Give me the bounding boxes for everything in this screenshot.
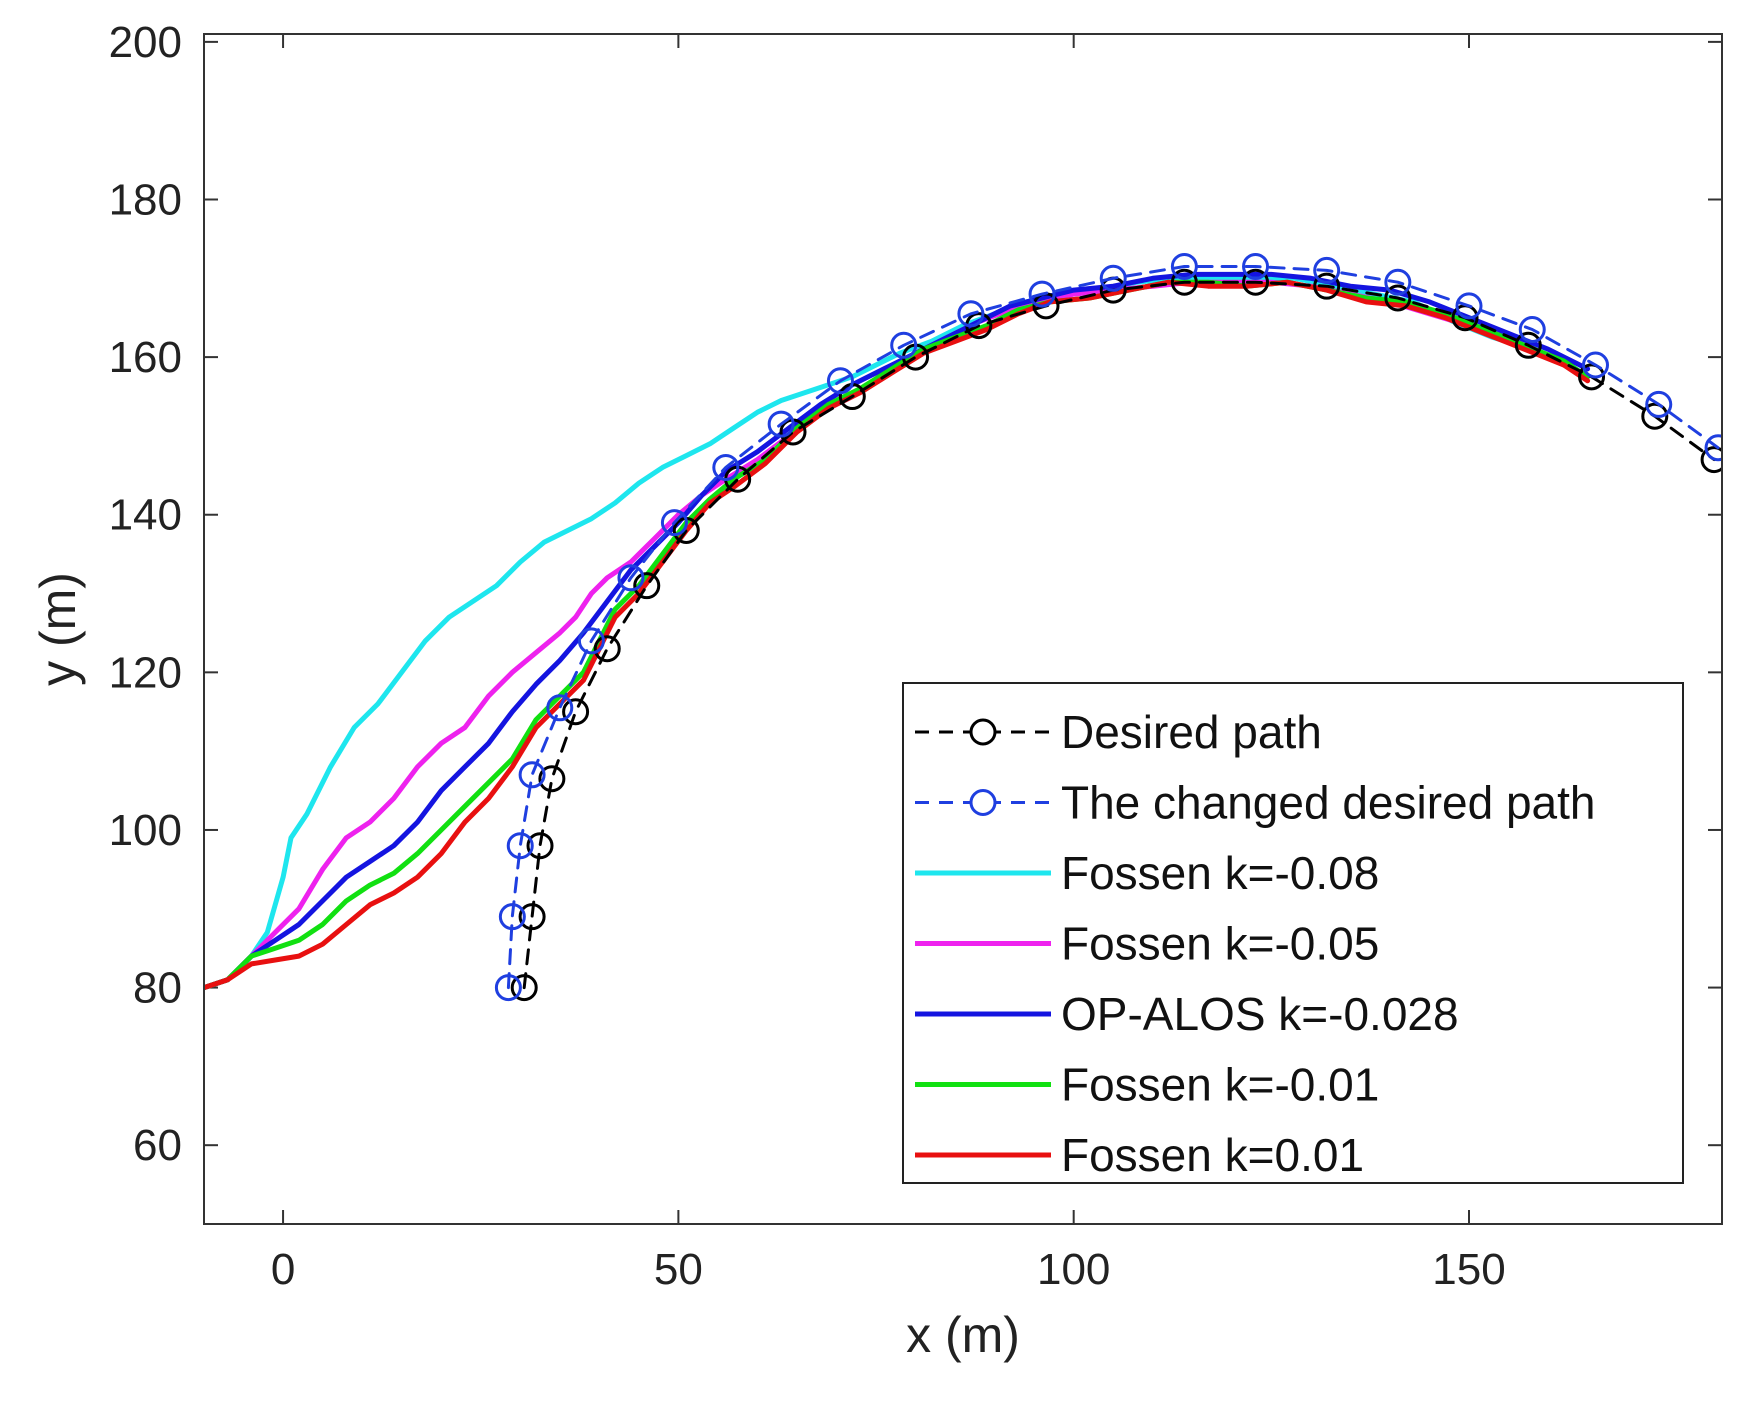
data-point-marker <box>1578 363 1606 391</box>
data-point-marker <box>1028 280 1056 308</box>
data-point-marker <box>1170 268 1198 296</box>
y-tick-label: 80 <box>133 964 182 1013</box>
series-line <box>204 271 1591 991</box>
y-tick-label: 180 <box>109 175 182 224</box>
data-point-marker <box>577 627 605 655</box>
axis-ticks: 0 50 100 150 60 80 100 120 140 160 180 200 <box>109 18 1722 1294</box>
data-point-marker <box>767 410 795 438</box>
legend-label: The changed desired path <box>1061 777 1596 829</box>
data-point-marker <box>1455 292 1483 320</box>
x-tick-label: 150 <box>1432 1245 1505 1294</box>
y-tick-label: 100 <box>109 806 182 855</box>
legend-label: OP-ALOS k=-0.028 <box>1061 988 1459 1040</box>
data-point-marker <box>562 698 590 726</box>
series-layer <box>204 252 1722 1002</box>
data-point-marker <box>1384 284 1412 312</box>
data-point-marker <box>1242 268 1270 296</box>
data-point-marker <box>1700 446 1722 474</box>
y-axis-label: y (m) <box>30 572 86 686</box>
data-point-marker <box>593 635 621 663</box>
x-tick-label: 0 <box>271 1245 295 1294</box>
data-point-marker <box>538 765 566 793</box>
data-point-marker <box>1313 272 1341 300</box>
data-point-marker <box>660 509 688 537</box>
data-point-marker <box>1099 264 1127 292</box>
data-point-marker <box>1704 434 1722 462</box>
series-line <box>204 275 1591 991</box>
data-point-marker <box>617 564 645 592</box>
series-the-changed-desired-path <box>494 252 1722 1002</box>
data-point-marker <box>546 694 574 722</box>
data-point-marker <box>510 974 538 1002</box>
legend-marker <box>969 718 997 746</box>
data-point-marker <box>494 974 522 1002</box>
y-tick-label: 200 <box>109 18 182 67</box>
legend: Desired path The changed desired path Foss… <box>902 682 1684 1184</box>
x-axis-label: x (m) <box>906 1307 1020 1363</box>
legend-box <box>902 682 1684 1184</box>
legend-label: Fossen k=-0.08 <box>1061 847 1379 899</box>
y-tick-label: 120 <box>109 648 182 697</box>
data-point-marker <box>1518 316 1546 344</box>
legend-label: Fossen k=-0.01 <box>1061 1059 1379 1111</box>
data-point-marker <box>1384 268 1412 296</box>
data-point-marker <box>526 832 554 860</box>
data-point-marker <box>518 761 546 789</box>
data-point-marker <box>890 331 918 359</box>
data-point-marker <box>506 832 534 860</box>
data-point-marker <box>518 903 546 931</box>
data-point-marker <box>1170 252 1198 280</box>
data-point-marker <box>1641 402 1669 430</box>
data-point-marker <box>1313 256 1341 284</box>
data-point-marker <box>712 453 740 481</box>
axes-frame <box>203 33 1723 1225</box>
data-point-marker <box>1514 331 1542 359</box>
data-point-marker <box>498 903 526 931</box>
series-op-alos-k-0-028 <box>204 271 1591 991</box>
series-fossen-k-0-08 <box>204 275 1591 991</box>
legend-label: Desired path <box>1061 706 1322 758</box>
data-point-marker <box>826 367 854 395</box>
data-point-marker <box>633 572 661 600</box>
x-tick-label: 100 <box>1037 1245 1110 1294</box>
legend-label: Fossen k=0.01 <box>1061 1129 1364 1181</box>
legend-marker <box>969 789 997 816</box>
y-tick-label: 140 <box>109 491 182 540</box>
x-tick-label: 50 <box>654 1245 703 1294</box>
data-point-marker <box>957 300 985 328</box>
y-tick-label: 160 <box>109 333 182 382</box>
y-tick-label: 60 <box>133 1121 182 1170</box>
data-point-marker <box>1242 252 1270 280</box>
data-point-marker <box>1582 351 1609 379</box>
data-point-marker <box>1645 390 1673 418</box>
legend-label: Fossen k=-0.05 <box>1061 918 1379 970</box>
